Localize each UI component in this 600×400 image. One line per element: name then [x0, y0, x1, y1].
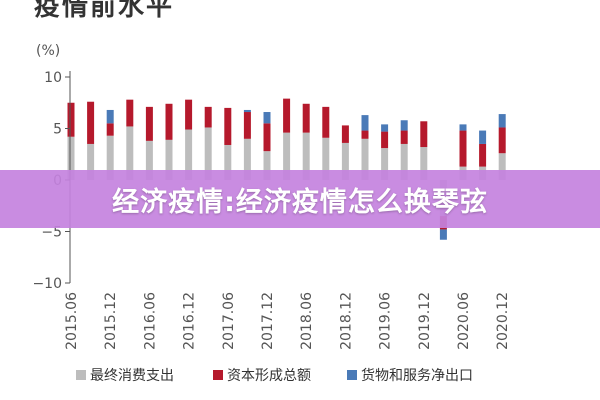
bar-segment-2016.12-s0	[185, 129, 193, 180]
bar-segment-2019.09-s2	[400, 120, 408, 131]
axis-layer: (%)1050−5−102015.062015.122016.062016.12…	[32, 43, 511, 350]
y-tick-label: 10	[44, 70, 62, 86]
x-tick-label: 2020.06	[456, 292, 472, 350]
bars-layer	[67, 98, 506, 240]
legend-swatch-2	[347, 370, 357, 380]
bar-segment-2017.09-s2	[243, 109, 251, 113]
legend-swatch-1	[213, 370, 223, 380]
bar-segment-2017.09-s0	[243, 138, 251, 180]
bar-segment-2015.09-s1	[87, 101, 95, 144]
bar-segment-2019.09-s1	[400, 130, 408, 144]
bar-segment-2018.03-s0	[283, 132, 291, 180]
bar-segment-2020.06-s2	[459, 124, 467, 131]
bar-segment-2019.12-s1	[420, 121, 428, 148]
x-tick-label: 2020.12	[495, 292, 511, 350]
bar-segment-2015.12-s2	[106, 109, 114, 124]
x-tick-label: 2017.06	[221, 292, 237, 350]
bar-segment-2020.03-s2	[439, 229, 447, 240]
page-title: 疫情前水平	[34, 0, 175, 22]
y-tick-label: 5	[53, 122, 62, 138]
bar-segment-2020.12-s1	[498, 127, 506, 154]
bar-segment-2020.09-s2	[479, 130, 487, 144]
bar-segment-2019.03-s1	[361, 130, 369, 139]
legend-label-0: 最终消费支出	[90, 368, 174, 384]
bar-segment-2018.12-s1	[341, 125, 349, 143]
overlay-banner: 经济疫情:经济疫情怎么换琴弦	[0, 170, 600, 228]
bar-segment-2019.12-s0	[420, 147, 428, 180]
bar-segment-2019.03-s0	[361, 138, 369, 180]
bar-segment-2015.06-s1	[67, 102, 75, 137]
bar-segment-2020.12-s0	[498, 153, 506, 180]
bar-segment-2018.12-s0	[341, 142, 349, 180]
x-tick-label: 2019.06	[378, 292, 394, 350]
overlay-banner-text: 经济疫情:经济疫情怎么换琴弦	[112, 186, 488, 218]
legend-label-1: 资本形成总额	[227, 368, 311, 384]
bar-segment-2015.12-s0	[106, 135, 114, 180]
bar-segment-2018.03-s1	[283, 98, 291, 133]
bar-segment-2016.06-s1	[145, 106, 153, 141]
legend-label-2: 货物和服务净出口	[361, 367, 473, 384]
y-axis-unit-label: (%)	[36, 43, 60, 59]
bar-segment-2018.06-s1	[302, 103, 310, 133]
bar-segment-2017.06-s0	[224, 144, 232, 180]
bar-segment-2016.12-s1	[185, 99, 193, 130]
bar-segment-2019.06-s1	[381, 131, 389, 149]
bar-segment-2020.06-s1	[459, 130, 467, 167]
y-tick-label: −10	[32, 276, 62, 292]
bar-segment-2019.06-s2	[381, 124, 389, 132]
bar-segment-2020.09-s1	[479, 143, 487, 167]
bar-segment-2017.12-s0	[263, 151, 271, 180]
bar-segment-2016.03-s1	[126, 99, 134, 127]
x-tick-label: 2018.06	[299, 292, 315, 350]
bar-segment-2015.06-s0	[67, 136, 75, 180]
bar-segment-2017.03-s0	[204, 127, 212, 180]
bar-segment-2020.12-s2	[498, 114, 506, 128]
x-tick-label: 2018.12	[338, 292, 354, 350]
bar-segment-2016.09-s0	[165, 139, 173, 180]
bar-segment-2015.09-s0	[87, 143, 95, 180]
bar-segment-2018.06-s0	[302, 132, 310, 180]
y-tick-label: −5	[41, 225, 62, 241]
bar-segment-2016.09-s1	[165, 103, 173, 140]
bar-segment-2016.06-s0	[145, 140, 153, 180]
bar-segment-2018.09-s0	[322, 137, 330, 180]
bar-segment-2019.06-s0	[381, 148, 389, 180]
x-tick-label: 2016.12	[182, 292, 198, 350]
x-tick-label: 2019.12	[417, 292, 433, 350]
bar-segment-2018.09-s1	[322, 106, 330, 138]
legend-swatch-0	[76, 370, 86, 380]
bar-segment-2016.03-s0	[126, 126, 134, 180]
bar-segment-2017.09-s1	[243, 112, 251, 139]
bar-segment-2017.06-s1	[224, 107, 232, 145]
legend: 最终消费支出 资本形成总额 货物和服务净出口	[76, 367, 473, 384]
bar-segment-2017.12-s2	[263, 112, 271, 124]
bar-segment-2019.09-s0	[400, 143, 408, 180]
bar-segment-2017.12-s1	[263, 123, 271, 152]
x-tick-label: 2017.12	[260, 292, 276, 350]
bar-segment-2015.12-s1	[106, 123, 114, 136]
x-tick-label: 2015.06	[64, 292, 80, 350]
x-tick-label: 2015.12	[103, 292, 119, 350]
x-tick-label: 2016.06	[142, 292, 158, 350]
bar-segment-2017.03-s1	[204, 106, 212, 128]
bar-segment-2019.03-s2	[361, 115, 369, 131]
